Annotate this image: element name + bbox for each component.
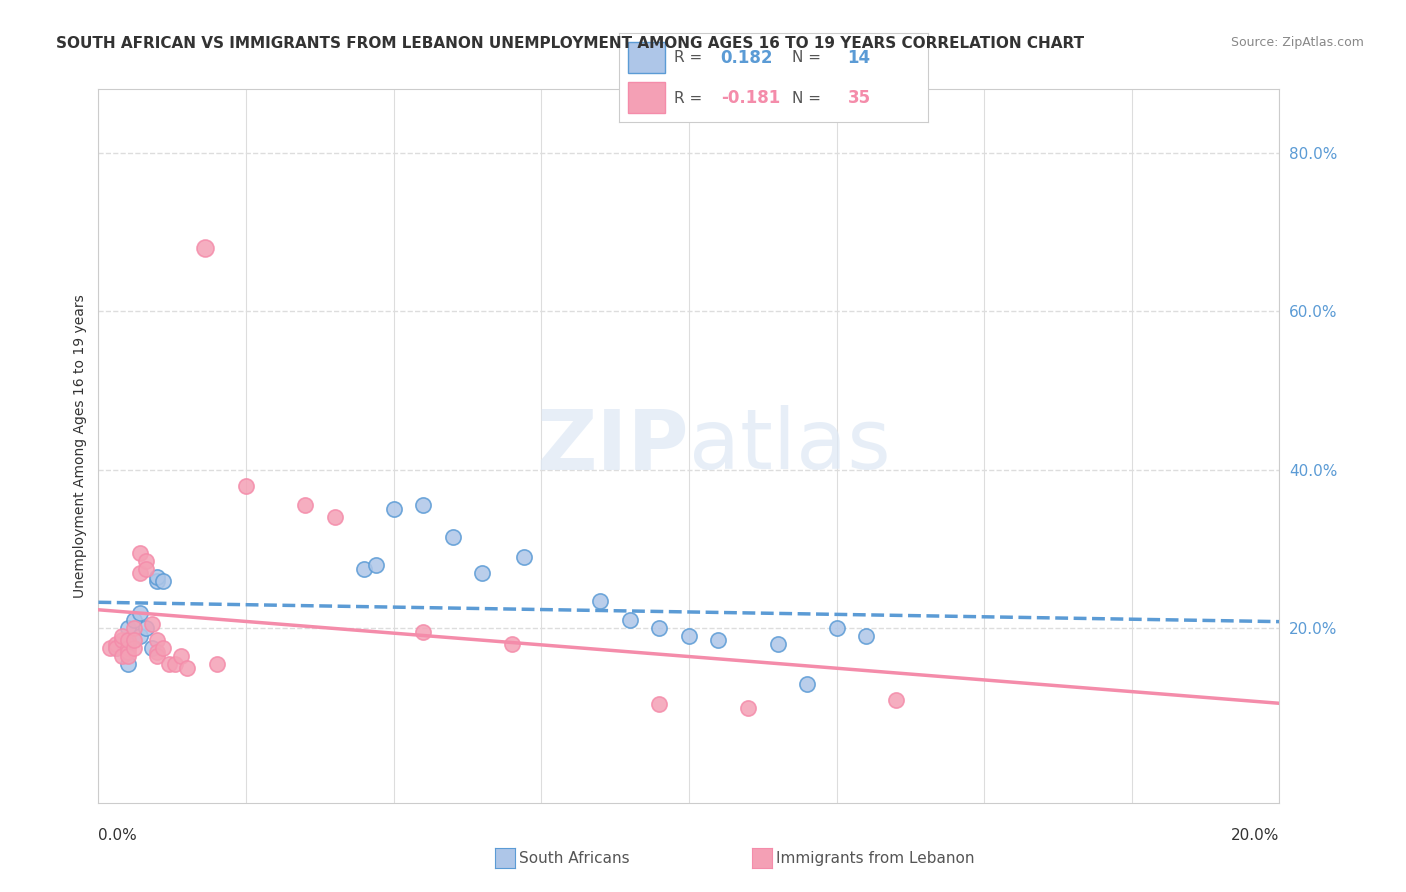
Point [117, 645, 139, 659]
Point [235, 478, 257, 492]
Text: 35: 35 [848, 89, 870, 107]
Point [737, 700, 759, 714]
Point [122, 621, 145, 635]
Point [766, 637, 789, 651]
Point [165, 657, 187, 671]
Text: South Africans: South Africans [519, 851, 630, 865]
Point [111, 629, 134, 643]
Text: R =: R = [675, 91, 707, 105]
Point [619, 614, 641, 628]
Point [146, 645, 169, 659]
Point [117, 657, 139, 671]
Text: 0.0%: 0.0% [98, 828, 138, 843]
Point [796, 677, 818, 691]
Point [117, 637, 139, 651]
Text: atlas: atlas [689, 406, 890, 486]
Point [678, 629, 700, 643]
Text: 0.182: 0.182 [721, 49, 773, 67]
Point [825, 621, 848, 635]
Point [323, 510, 346, 524]
Point [111, 633, 134, 648]
Text: N =: N = [792, 91, 825, 105]
Point [146, 633, 169, 648]
Text: R =: R = [675, 51, 707, 65]
Point [117, 649, 139, 664]
Point [146, 649, 169, 664]
Point [884, 692, 907, 706]
Text: 20.0%: 20.0% [1232, 828, 1279, 843]
FancyBboxPatch shape [628, 82, 665, 113]
Point [152, 574, 174, 588]
FancyBboxPatch shape [628, 42, 665, 73]
Point [122, 633, 145, 648]
Point [128, 606, 150, 620]
Point [648, 697, 671, 711]
Point [205, 657, 228, 671]
Point [382, 502, 405, 516]
Text: Immigrants from Lebanon: Immigrants from Lebanon [776, 851, 974, 865]
Y-axis label: Unemployment Among Ages 16 to 19 years: Unemployment Among Ages 16 to 19 years [73, 294, 87, 598]
Point [855, 629, 877, 643]
Text: N =: N = [792, 51, 825, 65]
Point [157, 657, 180, 671]
Point [141, 617, 163, 632]
Point [98, 641, 121, 656]
Point [128, 566, 150, 580]
Point [471, 566, 494, 580]
Point [170, 649, 193, 664]
Point [364, 558, 387, 572]
Point [501, 637, 523, 651]
Point [135, 621, 157, 635]
Point [105, 641, 128, 656]
Point [294, 499, 316, 513]
Point [412, 499, 434, 513]
Point [135, 562, 157, 576]
Text: ZIP: ZIP [537, 406, 689, 486]
Point [111, 649, 134, 664]
Point [194, 241, 217, 255]
Point [152, 641, 174, 656]
Point [117, 621, 139, 635]
Point [128, 629, 150, 643]
Point [117, 633, 139, 648]
Point [122, 614, 145, 628]
Point [589, 593, 612, 607]
Point [135, 554, 157, 568]
Point [412, 625, 434, 640]
Point [146, 574, 169, 588]
Point [105, 641, 128, 656]
Point [146, 570, 169, 584]
Point [117, 641, 139, 656]
Point [105, 637, 128, 651]
Point [128, 546, 150, 560]
Point [122, 641, 145, 656]
Point [707, 633, 730, 648]
Point [512, 549, 534, 564]
Text: SOUTH AFRICAN VS IMMIGRANTS FROM LEBANON UNEMPLOYMENT AMONG AGES 16 TO 19 YEARS : SOUTH AFRICAN VS IMMIGRANTS FROM LEBANON… [56, 36, 1084, 51]
Point [141, 641, 163, 656]
Point [353, 562, 375, 576]
Text: -0.181: -0.181 [721, 89, 780, 107]
Point [441, 530, 464, 544]
Text: 14: 14 [848, 49, 870, 67]
Point [176, 661, 198, 675]
Text: Source: ZipAtlas.com: Source: ZipAtlas.com [1230, 36, 1364, 49]
Point [648, 621, 671, 635]
